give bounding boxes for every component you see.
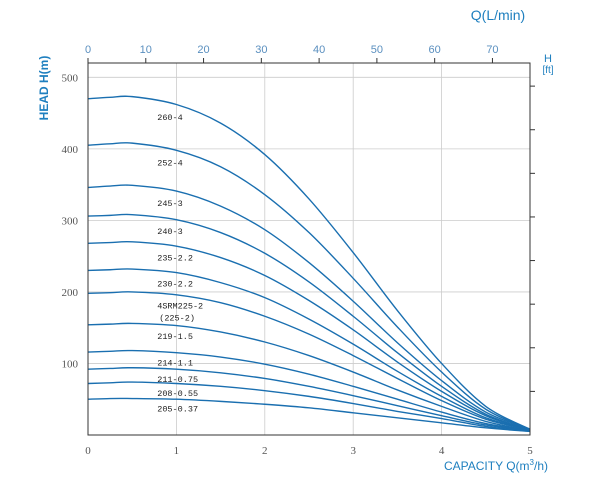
y-axis-title: HEAD H(m): [37, 56, 51, 121]
top-axis-tick-label: 10: [140, 44, 152, 56]
curve-4SRM225-2: [87, 291, 531, 431]
curves: [87, 95, 531, 433]
curve-205-0.37: [87, 397, 531, 433]
x-tick-label: 0: [85, 445, 91, 457]
curve-label: 230-2.2: [157, 280, 193, 290]
x-tick-label: 3: [350, 445, 356, 457]
x-tick-label: 4: [439, 445, 445, 457]
curve-label: 240-3: [157, 227, 183, 237]
curve-label: 252-4: [157, 159, 183, 169]
curve-annotation: (225-2): [159, 313, 195, 323]
x-tick-label: 1: [174, 445, 180, 457]
curve-214-1.1: [87, 349, 531, 432]
right-axis-title-unit: [ft]: [542, 65, 553, 76]
curve-label: 235-2.2: [157, 253, 193, 263]
curve-label: 208-0.55: [157, 389, 198, 399]
axis-ticks: 0 1 2 3 4 5 100 200 300 400 500 0 10 20 30 40 50 60 70: [62, 44, 535, 457]
x-axis-title-suffix: /h): [534, 459, 548, 473]
curve-245-3: [87, 184, 531, 430]
curve-label: 245-3: [157, 199, 183, 209]
curve-label: 205-0.37: [157, 405, 198, 415]
top-axis-tick-label: 50: [371, 44, 383, 56]
curve-labels: 260-4 252-4 245-3 240-3 235-2.2 230-2.2 4SRM22…: [157, 113, 203, 414]
curve-label: 211-0.75: [157, 375, 198, 385]
curve-252-4: [87, 142, 531, 430]
y-tick-label: 100: [62, 358, 79, 370]
curve-260-4: [87, 95, 531, 430]
y-tick-label: 400: [62, 144, 79, 156]
x-axis-title: CAPACITY Q(m3/h): [444, 458, 548, 473]
curve-label: 214-1.1: [157, 359, 193, 369]
top-axis-tick-label: 20: [197, 44, 209, 56]
x-axis-title-prefix: CAPACITY Q(m: [444, 459, 530, 473]
x-tick-label: 5: [527, 445, 533, 457]
top-axis-tick-label: 0: [85, 44, 91, 56]
x-axis-title-superscript: 3: [530, 458, 535, 467]
grid: [88, 63, 530, 435]
y-tick-label: 500: [62, 72, 79, 84]
curve-230-2.2: [87, 268, 531, 431]
curve-label: 219-1.5: [157, 332, 193, 342]
y-tick-label: 300: [62, 215, 79, 227]
top-axis-tick-label: 70: [486, 44, 498, 56]
plot-frame: [87, 62, 531, 436]
curve-219-1.5: [87, 322, 531, 432]
curve-240-3: [87, 213, 531, 431]
x-tick-label: 2: [262, 445, 268, 457]
curve-208-0.55: [87, 381, 531, 433]
top-axis-tick-label: 30: [255, 44, 267, 56]
curve-label: 260-4: [157, 113, 183, 123]
y-tick-label: 200: [62, 287, 79, 299]
top-axis-tick-label: 40: [313, 44, 325, 56]
top-axis-title: Q(L/min): [471, 7, 525, 23]
curve-211-0.75: [87, 367, 531, 432]
curve-label: 4SRM225-2: [157, 301, 203, 311]
curve-235-2.2: [87, 240, 531, 431]
right-axis-title-h: H: [544, 53, 552, 65]
top-axis-tick-label: 60: [429, 44, 441, 56]
